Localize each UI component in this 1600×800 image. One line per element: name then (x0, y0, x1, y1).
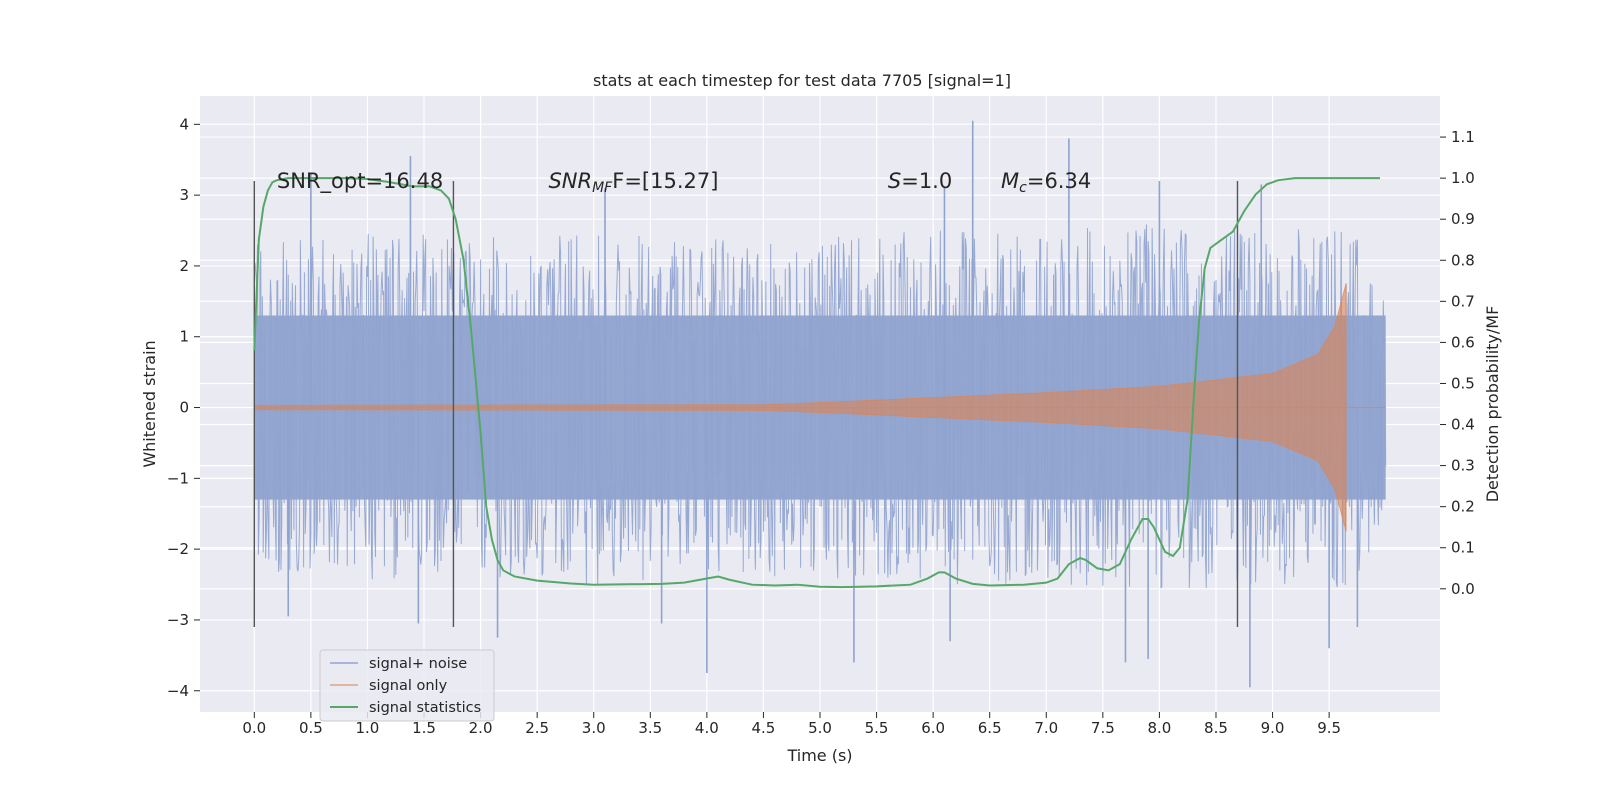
legend-label: signal only (369, 678, 448, 694)
y-tick-label: 0 (179, 399, 189, 417)
x-tick-label: 3.5 (638, 719, 662, 737)
y-right-tick-label: 0.4 (1451, 416, 1475, 434)
statistics-line (253, 177, 1381, 589)
y-right-tick-label: 0.2 (1451, 498, 1475, 516)
legend-label: signal statistics (369, 700, 481, 716)
x-tick-label: 8.5 (1204, 719, 1228, 737)
x-tick-label: 6.5 (978, 719, 1002, 737)
series-signal-only (253, 283, 1386, 532)
y-right-tick-label: 0.6 (1451, 333, 1475, 351)
y-tick-label: −1 (167, 469, 189, 487)
x-tick-label: 7.0 (1034, 719, 1058, 737)
x-tick-label: 7.5 (1091, 719, 1115, 737)
x-tick-label: 1.5 (412, 719, 436, 737)
annotation-part: =6.34 (1027, 169, 1091, 193)
y-right-tick-label: 0.5 (1451, 374, 1475, 392)
annotations: SNR_opt=16.48 SNRMFF=[15.27] S=1.0 Mc=6.34 (277, 169, 1091, 196)
annotation-part: F=[15.27] (612, 169, 718, 193)
annotation-part: MF (592, 180, 613, 196)
y-right-tick-label: 0.7 (1451, 292, 1475, 310)
annotation-part: SNR (548, 169, 592, 193)
x-tick-label: 2.5 (525, 719, 549, 737)
x-tick-label: 5.0 (808, 719, 832, 737)
annotation: SNRMFF=[15.27] (548, 169, 718, 196)
x-axis-ticks: 0.0 0.5 1.0 1.5 2.0 2.5 3.0 3.5 4.0 4.5 5.0 5.5 6.0 6… (242, 712, 1341, 737)
y-tick-label: 4 (179, 115, 189, 133)
y-right-tick-label: 1.1 (1451, 128, 1475, 146)
y-right-axis-label: Detection probability/MF (1483, 306, 1502, 503)
vertical-markers (253, 180, 1239, 628)
x-tick-label: 2.0 (469, 719, 493, 737)
x-tick-label: 4.5 (752, 719, 776, 737)
y-axis-label: Whitened strain (140, 340, 159, 467)
y-right-tick-label: 0.0 (1451, 580, 1475, 598)
x-tick-label: 3.0 (582, 719, 606, 737)
annotation-part: SNR_opt=16.48 (277, 169, 443, 194)
x-tick-label: 1.0 (356, 719, 380, 737)
annotation: S=1.0 (888, 169, 952, 193)
y-right-tick-label: 0.9 (1451, 210, 1475, 228)
legend: signal+ noise signal only signal statistic… (319, 649, 495, 722)
chart-title: stats at each timestep for test data 770… (593, 71, 1011, 90)
x-tick-label: 9.5 (1317, 719, 1341, 737)
annotation-part: S (888, 169, 901, 193)
x-tick-label: 6.0 (921, 719, 945, 737)
x-tick-label: 4.0 (695, 719, 719, 737)
x-tick-label: 5.5 (865, 719, 889, 737)
y-tick-label: −3 (167, 611, 189, 629)
y-tick-label: 2 (179, 257, 189, 275)
x-tick-label: 0.0 (242, 719, 266, 737)
y-tick-label: 3 (179, 186, 189, 204)
y-right-tick-label: 1.0 (1451, 169, 1475, 187)
x-tick-label: 8.0 (1147, 719, 1171, 737)
y-right-axis-ticks: 0.0 0.1 0.2 0.3 0.4 0.5 0.6 0.7 0.8 0.9 1.0 1.1 (1440, 128, 1475, 598)
y-tick-label: −2 (167, 540, 189, 558)
y-right-tick-label: 0.1 (1451, 539, 1475, 557)
y-tick-label: −4 (167, 682, 189, 700)
x-tick-label: 0.5 (299, 719, 323, 737)
legend-label: signal+ noise (369, 656, 467, 672)
annotation: SNR_opt=16.48 (277, 169, 443, 194)
x-axis-label: Time (s) (786, 746, 852, 765)
y-axis-ticks: −4 −3 −2 −1 0 1 2 3 4 (167, 115, 200, 700)
annotation-part: =1.0 (901, 169, 952, 193)
series-signal-statistics (253, 177, 1381, 589)
legend-box (319, 649, 495, 722)
y-right-tick-label: 0.8 (1451, 251, 1475, 269)
y-tick-label: 1 (179, 328, 189, 346)
annotation: Mc=6.34 (1001, 169, 1091, 196)
x-tick-label: 9.0 (1261, 719, 1285, 737)
annotation-part: M (1001, 169, 1019, 193)
annotation-part: c (1019, 180, 1027, 196)
y-right-tick-label: 0.3 (1451, 457, 1475, 475)
